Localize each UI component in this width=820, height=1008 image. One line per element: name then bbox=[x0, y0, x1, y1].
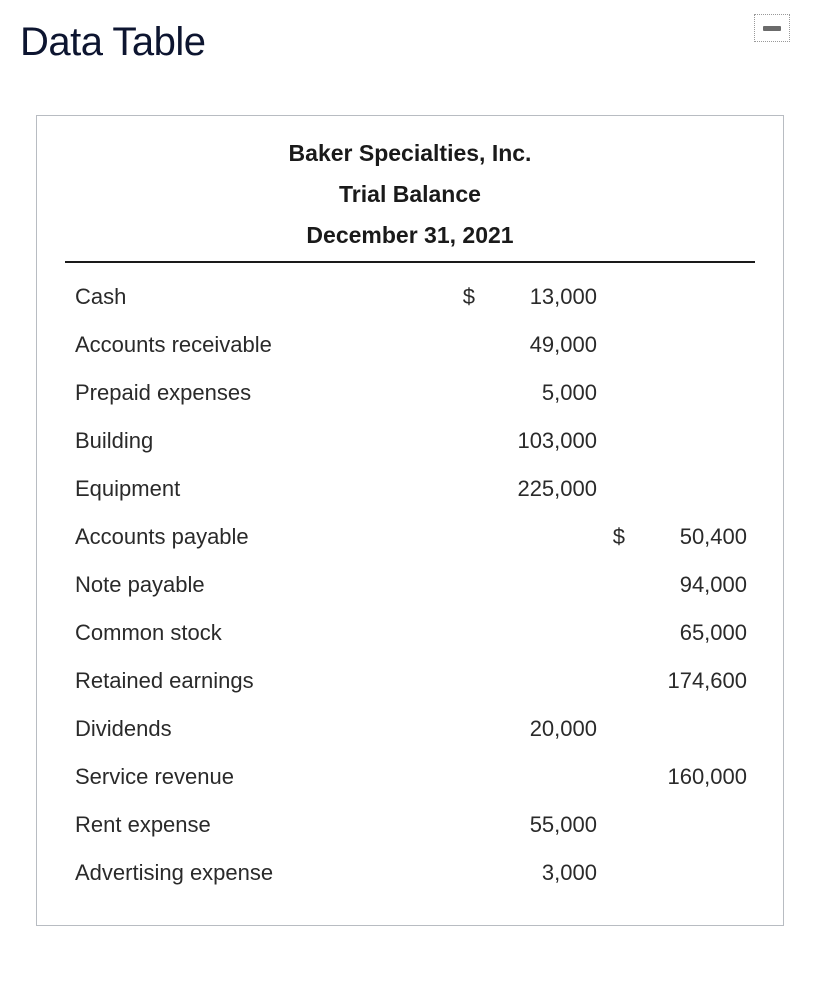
table-row: Rent expense 55,000 bbox=[65, 801, 755, 849]
credit-amount bbox=[635, 705, 755, 753]
credit-currency-symbol bbox=[605, 801, 635, 849]
credit-amount: 50,400 bbox=[635, 513, 755, 561]
credit-amount: 65,000 bbox=[635, 609, 755, 657]
debit-amount bbox=[485, 513, 605, 561]
table-row: Building 103,000 bbox=[65, 417, 755, 465]
credit-currency-symbol bbox=[605, 273, 635, 321]
account-name: Accounts receivable bbox=[65, 321, 455, 369]
credit-currency-symbol bbox=[605, 417, 635, 465]
account-name: Dividends bbox=[65, 705, 455, 753]
minimize-icon bbox=[763, 26, 781, 31]
debit-amount bbox=[485, 657, 605, 705]
account-name: Equipment bbox=[65, 465, 455, 513]
table-row: Dividends 20,000 bbox=[65, 705, 755, 753]
page-header: Data Table bbox=[20, 20, 800, 65]
credit-currency-symbol bbox=[605, 657, 635, 705]
report-name: Trial Balance bbox=[65, 181, 755, 208]
debit-currency-symbol bbox=[455, 321, 485, 369]
credit-currency-symbol bbox=[605, 849, 635, 897]
page-title: Data Table bbox=[20, 20, 206, 65]
debit-currency-symbol bbox=[455, 465, 485, 513]
account-name: Note payable bbox=[65, 561, 455, 609]
account-name: Service revenue bbox=[65, 753, 455, 801]
credit-currency-symbol bbox=[605, 321, 635, 369]
credit-amount bbox=[635, 273, 755, 321]
account-name: Accounts payable bbox=[65, 513, 455, 561]
debit-amount: 20,000 bbox=[485, 705, 605, 753]
credit-amount bbox=[635, 417, 755, 465]
account-name: Common stock bbox=[65, 609, 455, 657]
credit-amount: 174,600 bbox=[635, 657, 755, 705]
table-row: Common stock 65,000 bbox=[65, 609, 755, 657]
debit-amount: 5,000 bbox=[485, 369, 605, 417]
account-name: Advertising expense bbox=[65, 849, 455, 897]
account-name: Rent expense bbox=[65, 801, 455, 849]
account-name: Building bbox=[65, 417, 455, 465]
credit-amount bbox=[635, 369, 755, 417]
debit-amount: 13,000 bbox=[485, 273, 605, 321]
credit-currency-symbol bbox=[605, 609, 635, 657]
credit-amount: 160,000 bbox=[635, 753, 755, 801]
data-table-card: Baker Specialties, Inc. Trial Balance De… bbox=[36, 115, 784, 926]
table-row: Service revenue 160,000 bbox=[65, 753, 755, 801]
credit-amount bbox=[635, 465, 755, 513]
debit-currency-symbol bbox=[455, 609, 485, 657]
table-row: Accounts receivable 49,000 bbox=[65, 321, 755, 369]
account-name: Cash bbox=[65, 273, 455, 321]
debit-amount bbox=[485, 753, 605, 801]
report-date: December 31, 2021 bbox=[65, 222, 755, 249]
credit-amount bbox=[635, 849, 755, 897]
credit-currency-symbol bbox=[605, 369, 635, 417]
account-name: Retained earnings bbox=[65, 657, 455, 705]
credit-currency-symbol bbox=[605, 465, 635, 513]
debit-currency-symbol bbox=[455, 753, 485, 801]
debit-amount: 225,000 bbox=[485, 465, 605, 513]
table-row: Cash$13,000 bbox=[65, 273, 755, 321]
credit-currency-symbol bbox=[605, 753, 635, 801]
debit-currency-symbol bbox=[455, 417, 485, 465]
debit-amount: 55,000 bbox=[485, 801, 605, 849]
table-row: Advertising expense 3,000 bbox=[65, 849, 755, 897]
report-header: Baker Specialties, Inc. Trial Balance De… bbox=[65, 140, 755, 263]
table-row: Retained earnings 174,600 bbox=[65, 657, 755, 705]
company-name: Baker Specialties, Inc. bbox=[65, 140, 755, 167]
credit-amount bbox=[635, 801, 755, 849]
table-row: Note payable 94,000 bbox=[65, 561, 755, 609]
debit-amount bbox=[485, 609, 605, 657]
trial-balance-table: Cash$13,000Accounts receivable49,000Prep… bbox=[65, 273, 755, 897]
debit-currency-symbol bbox=[455, 369, 485, 417]
credit-currency-symbol bbox=[605, 705, 635, 753]
minimize-button[interactable] bbox=[754, 14, 790, 42]
debit-currency-symbol: $ bbox=[455, 273, 485, 321]
credit-currency-symbol bbox=[605, 561, 635, 609]
credit-amount bbox=[635, 321, 755, 369]
debit-currency-symbol bbox=[455, 801, 485, 849]
debit-amount: 49,000 bbox=[485, 321, 605, 369]
debit-amount bbox=[485, 561, 605, 609]
debit-currency-symbol bbox=[455, 849, 485, 897]
debit-amount: 103,000 bbox=[485, 417, 605, 465]
account-name: Prepaid expenses bbox=[65, 369, 455, 417]
credit-currency-symbol: $ bbox=[605, 513, 635, 561]
table-row: Accounts payable $50,400 bbox=[65, 513, 755, 561]
debit-currency-symbol bbox=[455, 513, 485, 561]
credit-amount: 94,000 bbox=[635, 561, 755, 609]
debit-currency-symbol bbox=[455, 657, 485, 705]
table-row: Prepaid expenses 5,000 bbox=[65, 369, 755, 417]
debit-currency-symbol bbox=[455, 705, 485, 753]
table-row: Equipment 225,000 bbox=[65, 465, 755, 513]
debit-currency-symbol bbox=[455, 561, 485, 609]
debit-amount: 3,000 bbox=[485, 849, 605, 897]
